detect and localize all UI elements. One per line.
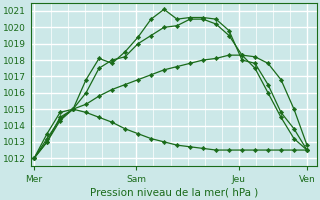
X-axis label: Pression niveau de la mer( hPa ): Pression niveau de la mer( hPa ): [90, 187, 258, 197]
